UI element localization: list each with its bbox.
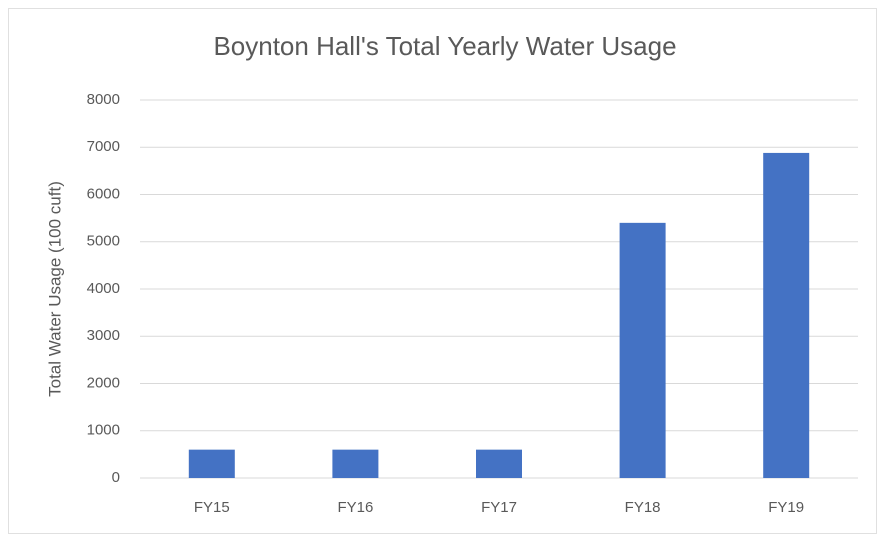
x-tick-label: FY18 [625,499,661,516]
y-tick-label: 7000 [87,138,120,155]
y-tick-label: 2000 [87,374,120,391]
x-tick-label: FY16 [337,499,373,516]
y-tick-label: 1000 [87,422,120,439]
y-axis-label: Total Water Usage (100 cuft) [45,181,64,397]
y-tick-label: 5000 [87,233,120,250]
y-tick-label: 4000 [87,280,120,297]
bar [763,152,810,479]
chart-title: Boynton Hall's Total Yearly Water Usage [213,31,676,61]
bar [332,449,379,478]
bar [188,449,235,478]
bar [619,222,666,478]
x-tick-label: FY19 [768,499,804,516]
y-tick-label: 6000 [87,185,120,202]
x-tick-label: FY17 [481,499,517,516]
y-tick-label: 8000 [87,91,120,108]
chart-frame [8,8,877,534]
y-tick-label: 3000 [87,327,120,344]
bar [476,449,522,478]
y-tick-label: 0 [112,469,120,486]
x-tick-label: FY15 [194,499,230,516]
